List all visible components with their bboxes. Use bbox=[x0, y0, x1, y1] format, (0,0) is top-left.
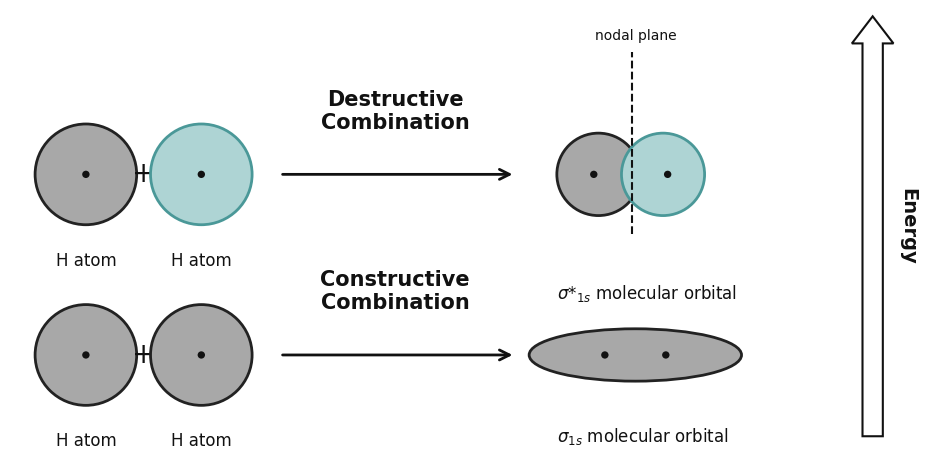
Ellipse shape bbox=[82, 171, 89, 178]
Ellipse shape bbox=[198, 171, 205, 178]
Ellipse shape bbox=[621, 133, 703, 216]
Text: H atom: H atom bbox=[56, 432, 116, 450]
Text: +: + bbox=[132, 341, 156, 369]
Text: Energy: Energy bbox=[896, 188, 916, 265]
Text: nodal plane: nodal plane bbox=[595, 29, 677, 43]
Text: $\sigma$$_{1s}$ molecular orbital: $\sigma$$_{1s}$ molecular orbital bbox=[556, 426, 728, 447]
Ellipse shape bbox=[82, 351, 89, 359]
Ellipse shape bbox=[198, 351, 205, 359]
Ellipse shape bbox=[150, 124, 251, 225]
Text: Destructive
Combination: Destructive Combination bbox=[320, 90, 470, 133]
Ellipse shape bbox=[600, 351, 608, 359]
Text: H atom: H atom bbox=[171, 432, 231, 450]
Text: $\sigma$*$_{1s}$ molecular orbital: $\sigma$*$_{1s}$ molecular orbital bbox=[556, 284, 736, 305]
Text: H atom: H atom bbox=[56, 252, 116, 270]
Ellipse shape bbox=[529, 329, 741, 381]
FancyArrow shape bbox=[851, 16, 893, 436]
Ellipse shape bbox=[35, 124, 136, 225]
Ellipse shape bbox=[662, 351, 669, 359]
Ellipse shape bbox=[589, 171, 597, 178]
Ellipse shape bbox=[150, 305, 251, 405]
Text: +: + bbox=[132, 160, 156, 188]
Ellipse shape bbox=[664, 171, 671, 178]
Text: Constructive
Combination: Constructive Combination bbox=[320, 270, 470, 313]
Text: H atom: H atom bbox=[171, 252, 231, 270]
Ellipse shape bbox=[35, 305, 136, 405]
Ellipse shape bbox=[556, 133, 639, 216]
